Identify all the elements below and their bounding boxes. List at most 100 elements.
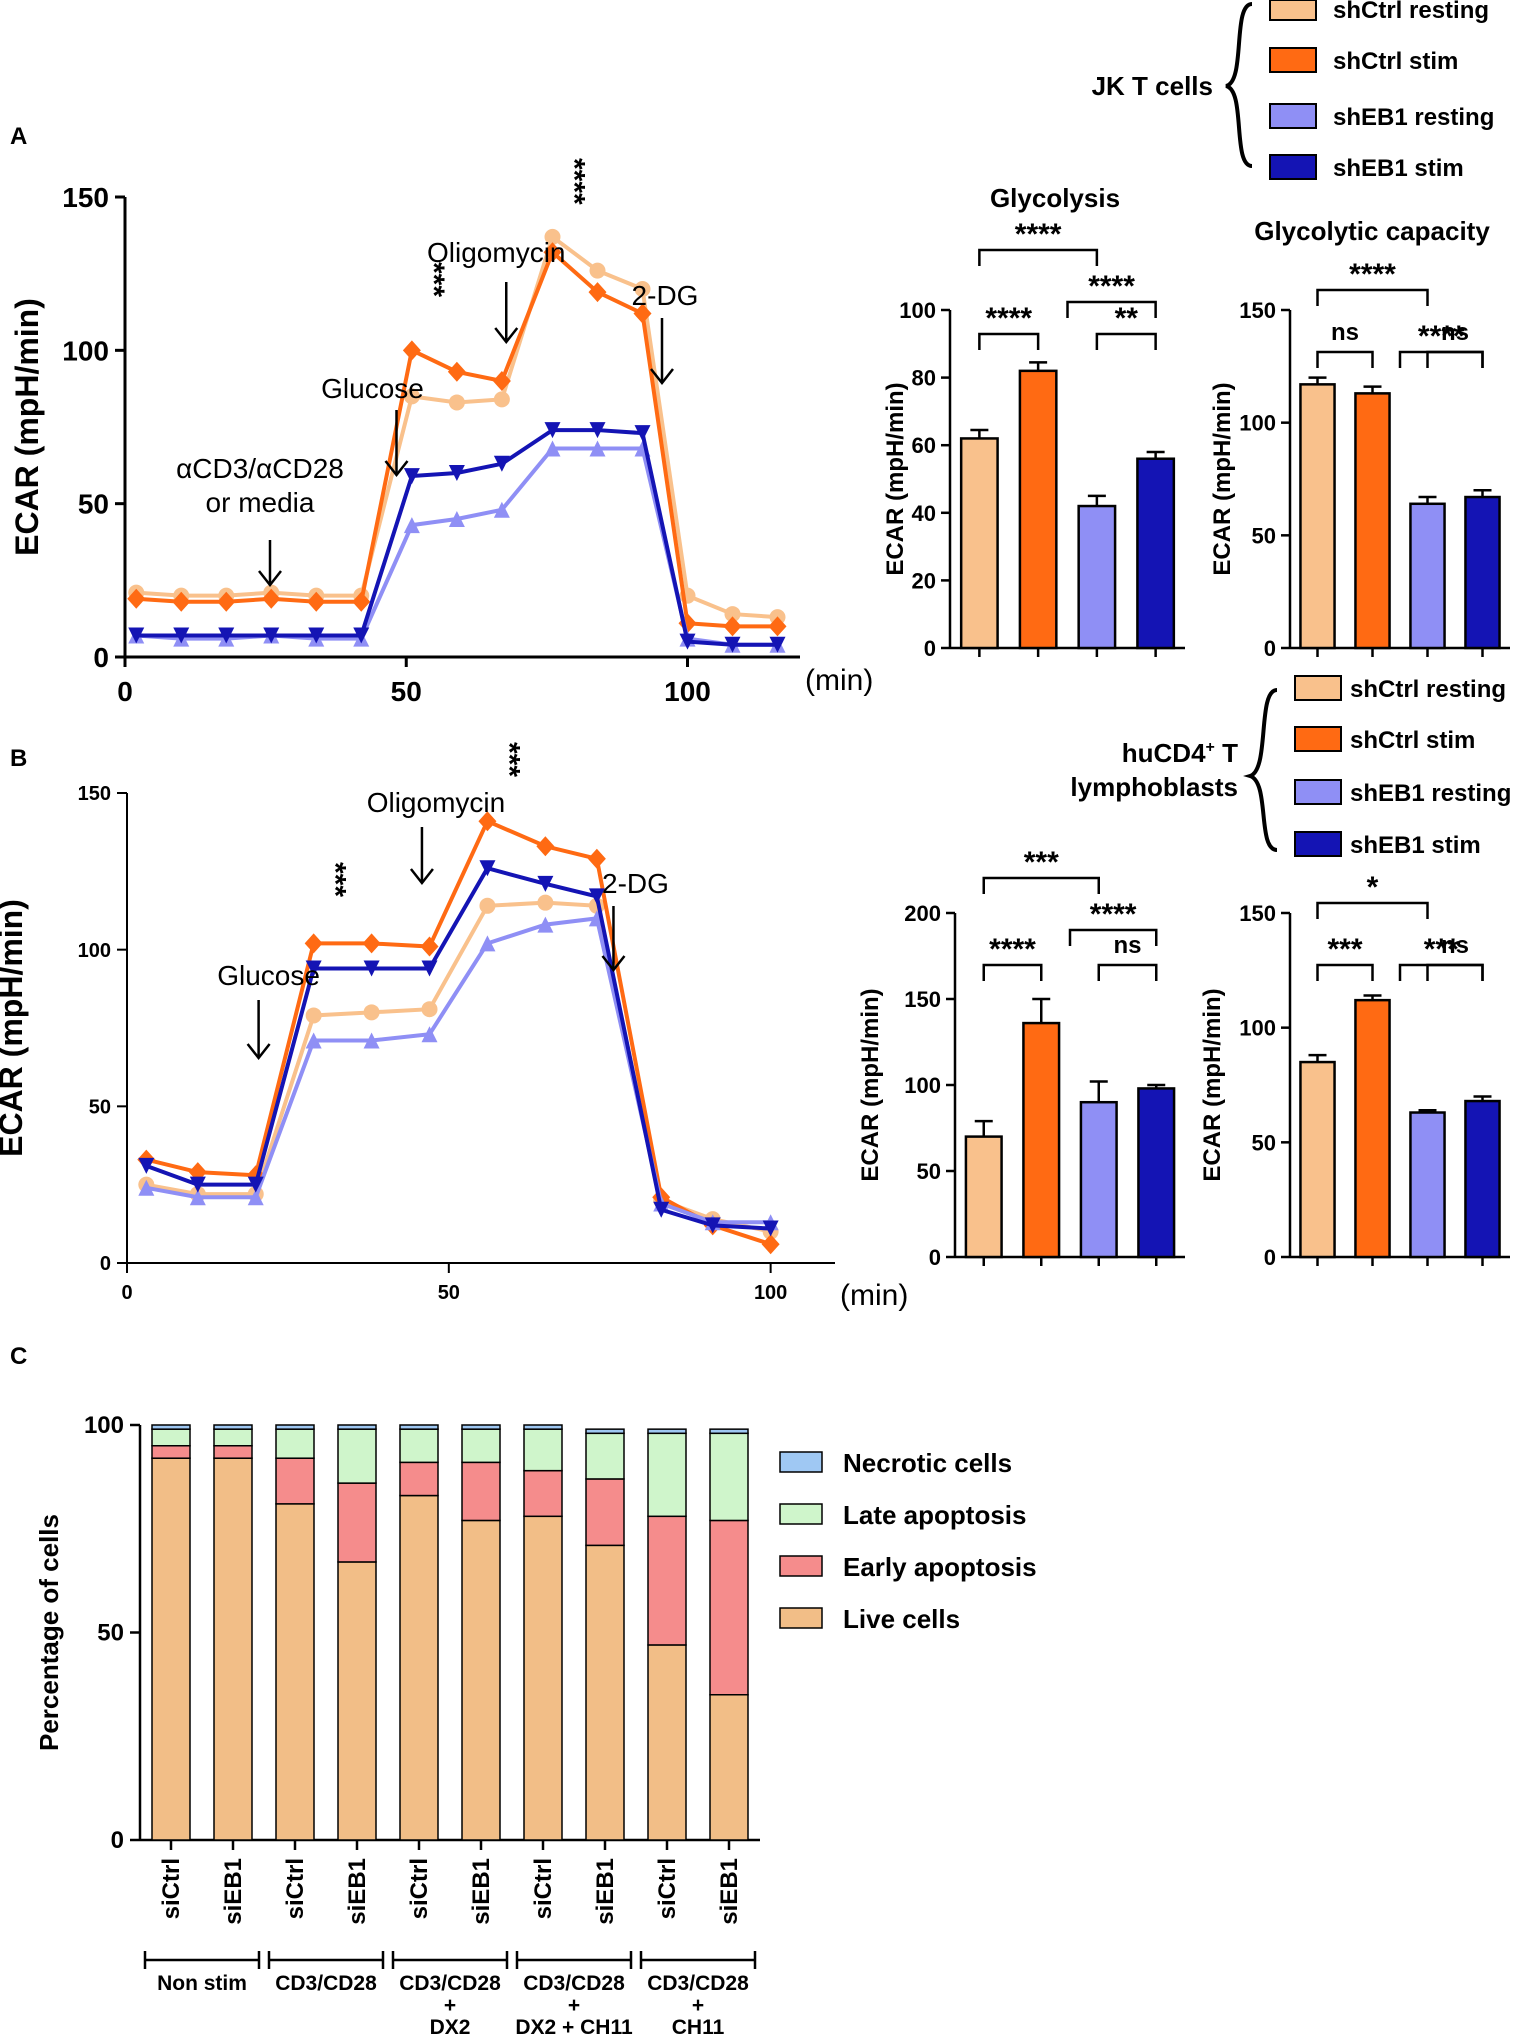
data-point — [768, 616, 787, 637]
group-bracket — [639, 1951, 757, 1969]
legend-b-brace — [1243, 688, 1278, 852]
annotation-arrow-head — [494, 327, 519, 345]
stack-segment — [337, 1561, 377, 1841]
x-tick-label: siCtrl — [158, 1858, 185, 1919]
y-tick-label: 80 — [912, 366, 936, 391]
data-point — [724, 636, 741, 653]
annotation-label: αCD3/αCD28 — [176, 453, 344, 484]
legend-a-brace — [1225, 2, 1253, 168]
stack-segment — [213, 1457, 253, 1841]
group-label: DX2 + CH11 — [515, 2016, 633, 2039]
data-point — [589, 262, 606, 279]
bar — [964, 1135, 1003, 1259]
y-tick-label: 40 — [912, 501, 936, 526]
series-line — [145, 900, 772, 1234]
group-label: CD3/CD28 — [647, 1972, 749, 1995]
legend-c: Necrotic cells Late apoptosis Early apop… — [779, 1448, 1037, 1634]
stack-segment — [275, 1457, 315, 1505]
data-point — [421, 1026, 438, 1043]
significance-label: **** — [985, 302, 1032, 335]
y-tick-label: 50 — [1252, 1130, 1276, 1155]
data-point — [218, 627, 235, 644]
stack-segment — [523, 1515, 563, 1841]
significance-label: **** — [1088, 270, 1135, 303]
legend-c-item-early: Early apoptosis — [843, 1552, 1037, 1582]
y-tick-label: 50 — [917, 1159, 941, 1184]
x-tick-label: siCtrl — [654, 1858, 681, 1919]
x-tick-label: 100 — [664, 676, 711, 707]
legend-c-swatch-late — [779, 1503, 823, 1525]
stack-segment — [647, 1428, 687, 1435]
y-tick-label: 150 — [1239, 298, 1276, 323]
data-point — [403, 468, 420, 485]
stack-segment — [647, 1515, 687, 1646]
y-tick-label: 0 — [1264, 636, 1276, 661]
annotation-arrow-head — [409, 868, 434, 886]
y-tick-label: 100 — [1239, 411, 1276, 436]
series-line — [145, 916, 771, 1225]
x-tick-label: siEB1 — [468, 1858, 495, 1925]
bar — [959, 437, 999, 650]
x-tick-label: 50 — [438, 1282, 460, 1304]
stack-segment — [461, 1428, 501, 1464]
x-axis-unit: (min) — [805, 664, 873, 697]
data-point — [492, 371, 511, 391]
data-point — [448, 465, 465, 481]
legend-a-group-label: JK T cells — [1092, 71, 1213, 101]
y-tick-label: 200 — [904, 901, 941, 926]
group-label: CD3/CD28 — [275, 1972, 377, 1995]
data-point — [537, 875, 554, 892]
y-tick-label: 0 — [929, 1245, 941, 1270]
data-point — [304, 933, 323, 954]
data-point — [128, 627, 145, 644]
legend-b-item-3: shEB1 resting — [1350, 780, 1511, 807]
annotation-label: 2-DG — [632, 280, 699, 311]
legend-b-item-2: shCtrl stim — [1350, 727, 1475, 754]
significance-bracket — [1316, 963, 1374, 981]
x-tick-label: 100 — [754, 1282, 787, 1304]
y-tick-label: 100 — [904, 1073, 941, 1098]
stack-segment — [213, 1445, 253, 1459]
y-axis-label: ECAR (mpH/min) — [857, 988, 884, 1181]
significance-bracket — [1095, 332, 1157, 350]
stack-segment — [709, 1432, 749, 1522]
data-point — [172, 591, 191, 612]
annotation-label: or media — [206, 487, 315, 518]
data-point — [589, 422, 606, 439]
significance-label: **** — [1090, 898, 1137, 931]
annotation-label: Glucose — [321, 373, 424, 404]
data-point — [536, 836, 555, 857]
data-point — [493, 501, 510, 518]
data-point — [543, 242, 562, 263]
data-point — [189, 1176, 206, 1193]
data-point — [403, 388, 420, 405]
bar — [1464, 495, 1501, 650]
x-tick-label: 50 — [391, 676, 422, 707]
legend-b-swatch-1 — [1294, 675, 1342, 701]
stack-segment — [523, 1424, 563, 1430]
significance-label: *** — [319, 862, 352, 897]
data-point — [588, 888, 605, 905]
chart-title: Glycolysis — [990, 183, 1120, 213]
stack-segment — [151, 1457, 191, 1841]
y-axis-label: ECAR (mpH/min) — [1209, 382, 1236, 575]
group-label: CH11 — [672, 2016, 725, 2039]
significance-bracket — [978, 332, 1040, 350]
legend-c-swatch-early — [779, 1555, 823, 1577]
y-tick-label: 100 — [1239, 1016, 1276, 1041]
group-label: + — [444, 1994, 456, 2017]
bar — [1409, 1111, 1446, 1259]
stack-segment — [461, 1424, 501, 1430]
stack-segment — [461, 1519, 501, 1841]
data-point — [353, 627, 370, 644]
data-point — [363, 1004, 380, 1021]
group-bracket — [515, 1951, 633, 1969]
x-tick-label: siEB1 — [220, 1858, 247, 1925]
significance-label: *** — [417, 262, 450, 297]
legend-a: JK T cells shCtrl resting shCtrl stim sh… — [1092, 0, 1494, 182]
stack-segment — [709, 1694, 749, 1841]
significance-label: **** — [1349, 258, 1396, 291]
data-point — [403, 517, 420, 534]
stack-segment — [213, 1428, 253, 1447]
y-tick-label: 50 — [1252, 523, 1276, 548]
